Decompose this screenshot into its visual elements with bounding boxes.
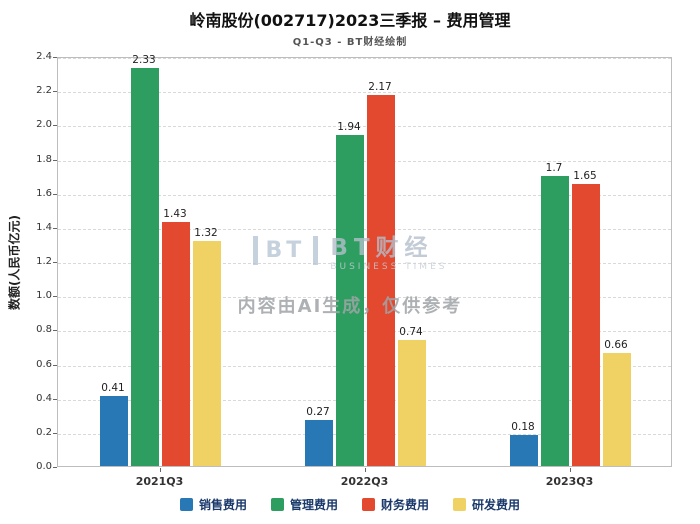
y-tick-mark: [53, 193, 57, 195]
legend-swatch: [179, 498, 193, 511]
y-tick-label: 0.0: [36, 461, 52, 472]
bar-value-label: 1.32: [194, 226, 218, 239]
y-gridline: [58, 399, 671, 401]
y-tick-mark: [53, 159, 57, 161]
chart-title: 岭南股份(002717)2023三季报 – 费用管理: [189, 11, 511, 30]
y-tick-label: 0.2: [36, 426, 52, 438]
y-tick-label: 2.4: [36, 51, 52, 62]
legend-item: 管理费用: [270, 496, 338, 513]
bar-2021Q3-series-0: [100, 395, 128, 466]
y-tick-mark: [53, 364, 57, 366]
y-tick-label: 0.8: [36, 324, 52, 336]
bar-value-label: 1.65: [573, 170, 597, 183]
y-tick-mark: [53, 125, 57, 127]
x-tick-mark: [364, 468, 366, 472]
legend-label: 研发费用: [472, 498, 521, 512]
legend-swatch: [453, 498, 467, 511]
bar-value-label: 0.27: [306, 405, 330, 418]
y-tick-label: 1.8: [36, 153, 52, 165]
y-tick-label: 0.6: [36, 358, 52, 370]
bar-2022Q3-series-2: [367, 95, 395, 466]
y-tick-label: 2.2: [36, 85, 52, 97]
bar-2021Q3-series-1: [131, 67, 159, 466]
plot-area: [57, 57, 672, 467]
x-tick-label: 2021Q3: [135, 475, 184, 488]
bar-value-label: 2.33: [132, 53, 156, 66]
legend: 销售费用 管理费用 财务费用 研发费用: [0, 496, 700, 513]
y-gridline: [58, 297, 671, 299]
legend-swatch: [362, 498, 375, 511]
y-gridline: [58, 194, 671, 196]
bar-value-label: 0.66: [604, 339, 628, 352]
legend-item: 财务费用: [362, 496, 429, 513]
y-gridline: [58, 263, 671, 264]
y-gridline: [58, 92, 671, 94]
y-tick-mark: [53, 57, 57, 58]
y-gridline: [58, 433, 671, 435]
y-tick-label: 1.6: [36, 187, 52, 199]
legend-label: 财务费用: [381, 498, 430, 512]
chart-subtitle: Q1-Q3 - BT财经绘制: [292, 37, 408, 48]
y-gridline: [58, 365, 671, 367]
y-tick-mark: [53, 296, 57, 298]
y-tick-label: 2.0: [36, 119, 52, 131]
y-tick-label: 1.2: [36, 256, 52, 267]
y-tick-mark: [53, 330, 57, 332]
bar-2021Q3-series-2: [162, 221, 190, 466]
bar-value-label: 0.74: [399, 325, 423, 338]
y-gridline: [58, 58, 671, 59]
bar-value-label: 2.17: [368, 81, 392, 94]
x-tick-label: 2022Q3: [340, 475, 389, 488]
y-tick-mark: [53, 398, 57, 400]
y-gridline: [58, 331, 671, 333]
legend-swatch: [270, 498, 284, 511]
y-tick-label: 1.4: [36, 221, 52, 233]
bar-2022Q3-series-0: [305, 419, 333, 466]
y-tick-mark: [53, 227, 57, 229]
y-gridline: [58, 160, 671, 162]
bar-2022Q3-series-3: [398, 339, 426, 466]
bar-value-label: 1.94: [337, 120, 361, 133]
x-tick-mark: [159, 468, 161, 472]
y-tick-label: 1.0: [36, 290, 52, 302]
y-gridline: [58, 228, 671, 230]
bar-value-label: 1.43: [163, 207, 187, 220]
bar-value-label: 0.41: [101, 381, 125, 394]
y-tick-mark: [53, 91, 57, 93]
bar-value-label: 1.7: [545, 161, 563, 174]
y-tick-mark: [53, 262, 57, 263]
y-tick-mark: [53, 432, 57, 434]
legend-item: 销售费用: [179, 496, 247, 513]
y-tick-mark: [53, 467, 57, 468]
y-tick-label: 0.4: [36, 392, 52, 404]
bar-2023Q3-series-0: [510, 435, 538, 466]
legend-label: 销售费用: [198, 498, 247, 512]
x-tick-mark: [569, 468, 571, 472]
bar-2023Q3-series-2: [572, 184, 600, 466]
legend-item: 研发费用: [453, 496, 520, 513]
bar-2023Q3-series-1: [541, 175, 569, 466]
y-gridline: [58, 126, 671, 128]
bar-2022Q3-series-1: [336, 134, 364, 466]
x-tick-label: 2023Q3: [545, 475, 594, 488]
legend-label: 管理费用: [289, 498, 338, 512]
bar-2021Q3-series-3: [193, 240, 221, 466]
bar-2023Q3-series-3: [603, 353, 631, 466]
bar-value-label: 0.18: [511, 421, 535, 434]
